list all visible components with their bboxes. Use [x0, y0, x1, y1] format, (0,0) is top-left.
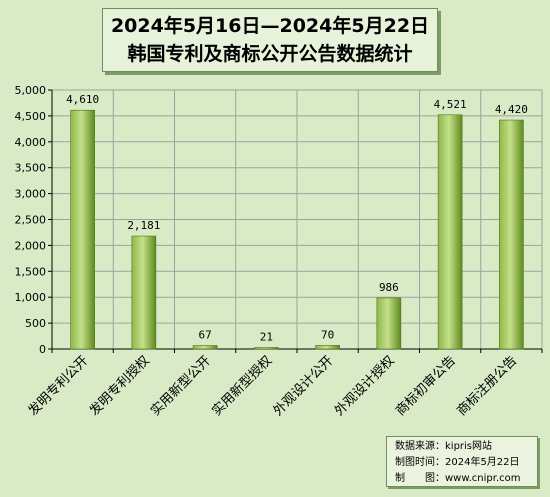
source-row-date: 制图时间：2024年5月22日 — [395, 455, 537, 471]
grid-lines — [52, 89, 543, 349]
source-value: kipris网站 — [445, 441, 493, 452]
y-tick-label: 2,000 — [15, 239, 47, 252]
bar — [437, 114, 463, 350]
y-tick-label: 3,000 — [15, 188, 47, 201]
bar — [315, 345, 340, 350]
chart-title-line1: 2024年5月16日—2024年5月22日 — [110, 15, 430, 37]
axes — [48, 89, 543, 353]
x-category-label: 商标注册公告 — [454, 353, 520, 419]
chart-date-value: 2024年5月22日 — [445, 457, 520, 468]
source-row-author: 制 图：www.cnipr.com — [395, 471, 537, 487]
x-category-labels: 发明专利公开发明专利授权实用新型公开实用新型授权外观设计公开外观设计授权商标初审… — [25, 353, 520, 419]
y-tick-labels: 0 500 1,000 1,500 2,000 2,500 3,000 3,500 4,000 4… — [15, 84, 47, 356]
bar-value-label: 2,181 — [127, 219, 160, 232]
y-tick-label: 500 — [25, 317, 46, 330]
y-tick-label: 2,500 — [15, 214, 47, 227]
y-tick-label: 1,500 — [15, 265, 47, 278]
bar — [499, 119, 524, 350]
source-info-box: 数据来源：kipris网站 制图时间：2024年5月22日 制 图：www.cn… — [386, 436, 538, 487]
y-tick-label: 3,500 — [15, 162, 47, 175]
source-label: 数据来源： — [395, 441, 445, 452]
chart-date-label: 制图时间： — [395, 457, 445, 468]
chart-title-line2: 韩国专利及商标公开公告数据统计 — [127, 43, 413, 65]
bar-value-label: 986 — [379, 281, 399, 294]
x-category-label: 实用新型授权 — [209, 353, 275, 419]
x-category-label: 发明专利授权 — [86, 353, 152, 419]
x-category-label: 商标初审公告 — [393, 353, 459, 419]
bar — [254, 347, 279, 350]
y-tick-label: 4,500 — [15, 110, 47, 123]
bar-value-label: 21 — [260, 331, 273, 344]
y-tick-label: 1,000 — [15, 291, 47, 304]
chart-title-box: 2024年5月16日—2024年5月22日 韩国专利及商标公开公告数据统计 — [102, 8, 438, 72]
bar — [131, 235, 157, 350]
bar-value-label: 4,610 — [66, 93, 99, 106]
x-category-label: 外观设计授权 — [331, 353, 397, 419]
bar — [192, 345, 218, 350]
bar-value-label: 4,420 — [495, 103, 528, 116]
data-labels: 4,610 2,181 67 21 70 986 4,521 4,420 — [66, 93, 528, 343]
chart-author-label: 制 图： — [395, 473, 445, 484]
bar-value-label: 4,521 — [434, 98, 467, 111]
y-tick-label: 5,000 — [15, 84, 47, 97]
x-category-label: 实用新型公开 — [147, 353, 213, 419]
chart-author-value: www.cnipr.com — [445, 473, 521, 484]
bars — [70, 109, 524, 350]
y-tick-label: 4,000 — [15, 136, 47, 149]
x-category-label: 发明专利公开 — [25, 353, 91, 419]
y-tick-label: 0 — [39, 343, 46, 356]
source-row-data: 数据来源：kipris网站 — [395, 439, 537, 455]
bar-value-label: 70 — [321, 328, 334, 341]
bar — [70, 109, 95, 350]
bar-value-label: 67 — [199, 329, 212, 342]
bar — [376, 297, 402, 350]
x-category-label: 外观设计公开 — [271, 353, 337, 419]
